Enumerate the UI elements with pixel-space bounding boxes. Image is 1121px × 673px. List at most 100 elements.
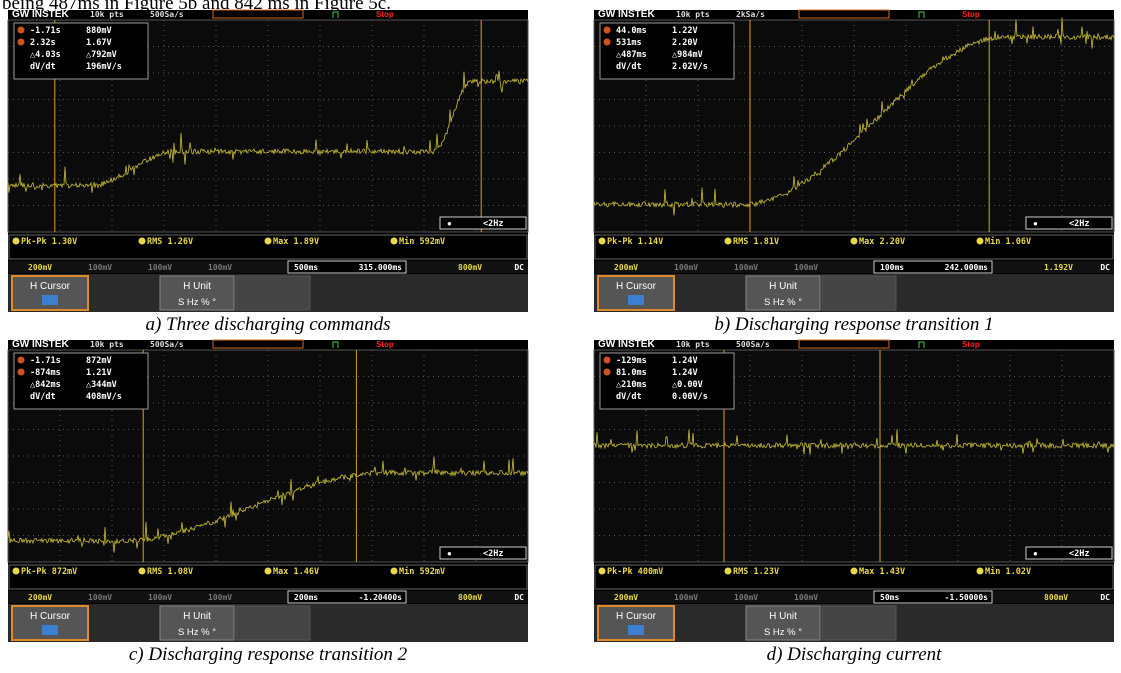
- cursor-value: 1.67V: [86, 38, 112, 48]
- scope-screen: GW INSTEK10k pts500Sa/sStop-1.71s880mV2.…: [8, 9, 528, 312]
- cursor-value: 44.0ms: [616, 26, 647, 36]
- trigger-level: 800mV: [458, 263, 482, 272]
- channel-dot: [599, 568, 606, 575]
- cursor-value: △984mV: [672, 50, 703, 60]
- channel-dot: [977, 568, 984, 575]
- freq-icon: ●: [447, 219, 452, 228]
- channel-scale: 100mV: [734, 263, 758, 272]
- measure-value: Min 1.02V: [985, 566, 1031, 577]
- caption: c) Discharging response transition 2: [129, 644, 408, 665]
- measure-value: RMS 1.81V: [733, 237, 779, 247]
- disabled-button: [236, 276, 310, 310]
- freq-value: <2Hz: [1069, 549, 1089, 559]
- cursor-value: △792mV: [86, 50, 117, 60]
- cursor-icon: [42, 295, 58, 305]
- measure-value: RMS 1.08V: [147, 567, 193, 577]
- channel-scale: 200mV: [28, 593, 52, 602]
- channel-dot: [851, 238, 858, 245]
- coupling: DC: [1100, 263, 1110, 272]
- cursor-value: 2.20V: [672, 38, 698, 48]
- timebase: 50ms: [880, 593, 899, 602]
- measure-value: Max 1.46V: [273, 567, 319, 577]
- record-length: 10k pts: [90, 340, 124, 349]
- cursor-value: 408mV/s: [86, 392, 122, 402]
- channel-scale: 100mV: [734, 593, 758, 602]
- channel-dot: [139, 568, 146, 575]
- cursor-value: -1.71s: [30, 26, 61, 36]
- button-label: H Cursor: [30, 611, 71, 622]
- sample-rate: 500Sa/s: [150, 10, 184, 19]
- measure-value: Pk-Pk 872mV: [21, 567, 77, 577]
- brand: GW INSTEK: [12, 9, 69, 20]
- cursor-value: dV/dt: [616, 392, 642, 402]
- cursor-marker: [604, 39, 611, 46]
- channel-dot: [265, 238, 272, 245]
- measure-value: Pk-Pk 1.14V: [607, 237, 663, 247]
- measure-value: Pk-Pk 400mV: [607, 567, 663, 577]
- unit-options: S Hz % °: [764, 627, 802, 638]
- cursor-marker: [604, 357, 611, 364]
- sample-rate: 500Sa/s: [736, 340, 770, 349]
- disabled-button: [822, 606, 896, 640]
- measure-value: Pk-Pk 1.30V: [21, 237, 77, 247]
- measure-value: Min 592mV: [399, 236, 445, 247]
- button-label: H Unit: [183, 281, 211, 292]
- freq-value: <2Hz: [1069, 219, 1089, 229]
- channel-scale: 100mV: [88, 263, 112, 272]
- channel-scale: 100mV: [148, 263, 172, 272]
- channel-scale: 100mV: [208, 593, 232, 602]
- channel-dot: [139, 238, 146, 245]
- channel-scale: 100mV: [794, 263, 818, 272]
- unit-options: S Hz % °: [178, 297, 216, 308]
- channel-scale: 100mV: [88, 593, 112, 602]
- cursor-icon: [628, 295, 644, 305]
- caption: a) Three discharging commands: [145, 314, 390, 335]
- run-status: Stop: [376, 340, 394, 349]
- cursor-value: 531ms: [616, 38, 642, 48]
- channel-scale: 100mV: [674, 593, 698, 602]
- cursor-value: 872mV: [86, 356, 112, 366]
- cursor-value: 2.32s: [30, 38, 56, 48]
- channel-bar: [594, 261, 1114, 273]
- freq-icon: ●: [1033, 219, 1038, 228]
- measure-value: Min 1.06V: [985, 236, 1031, 247]
- cursor-value: 1.24V: [672, 356, 698, 366]
- freq-value: <2Hz: [483, 549, 503, 559]
- cursor-marker: [604, 369, 611, 376]
- horizontal-position: 242.000ms: [945, 263, 989, 272]
- sample-rate: 500Sa/s: [150, 340, 184, 349]
- freq-value: <2Hz: [483, 219, 503, 229]
- channel-bar: [8, 591, 528, 603]
- channel-dot: [725, 238, 732, 245]
- channel-dot: [725, 568, 732, 575]
- sample-rate: 2kSa/s: [736, 10, 765, 19]
- horizontal-position: -1.50000s: [945, 593, 989, 602]
- run-status: Stop: [376, 10, 394, 19]
- cursor-value: -129ms: [616, 356, 647, 366]
- channel-dot: [851, 568, 858, 575]
- cursor-value: △4.03s: [30, 50, 61, 60]
- measure-value: Max 1.43V: [859, 567, 905, 577]
- button-label: H Unit: [769, 281, 797, 292]
- brand: GW INSTEK: [598, 339, 655, 350]
- brand: GW INSTEK: [12, 339, 69, 350]
- channel-scale: 200mV: [28, 263, 52, 272]
- record-length: 10k pts: [676, 10, 710, 19]
- cursor-value: 1.21V: [86, 368, 112, 378]
- figure: being 487ms in Figure 5b and 842 ms in F…: [0, 0, 1121, 673]
- cursor-value: △487ms: [616, 50, 647, 60]
- measure-value: Max 2.20V: [859, 237, 905, 247]
- cursor-value: △210ms: [616, 380, 647, 390]
- scope-screen: GW INSTEK10k pts500Sa/sStop-129ms1.24V81…: [594, 339, 1114, 642]
- coupling: DC: [514, 593, 524, 602]
- horizontal-position: -1.20400s: [359, 593, 403, 602]
- measure-value: Min 592mV: [399, 566, 445, 577]
- freq-icon: ●: [1033, 549, 1038, 558]
- disabled-button: [822, 276, 896, 310]
- cursor-marker: [18, 39, 25, 46]
- cursor-marker: [18, 357, 25, 364]
- trigger-level: 800mV: [458, 593, 482, 602]
- run-status: Stop: [962, 10, 980, 19]
- cursor-value: 880mV: [86, 26, 112, 36]
- cursor-value: dV/dt: [30, 62, 56, 72]
